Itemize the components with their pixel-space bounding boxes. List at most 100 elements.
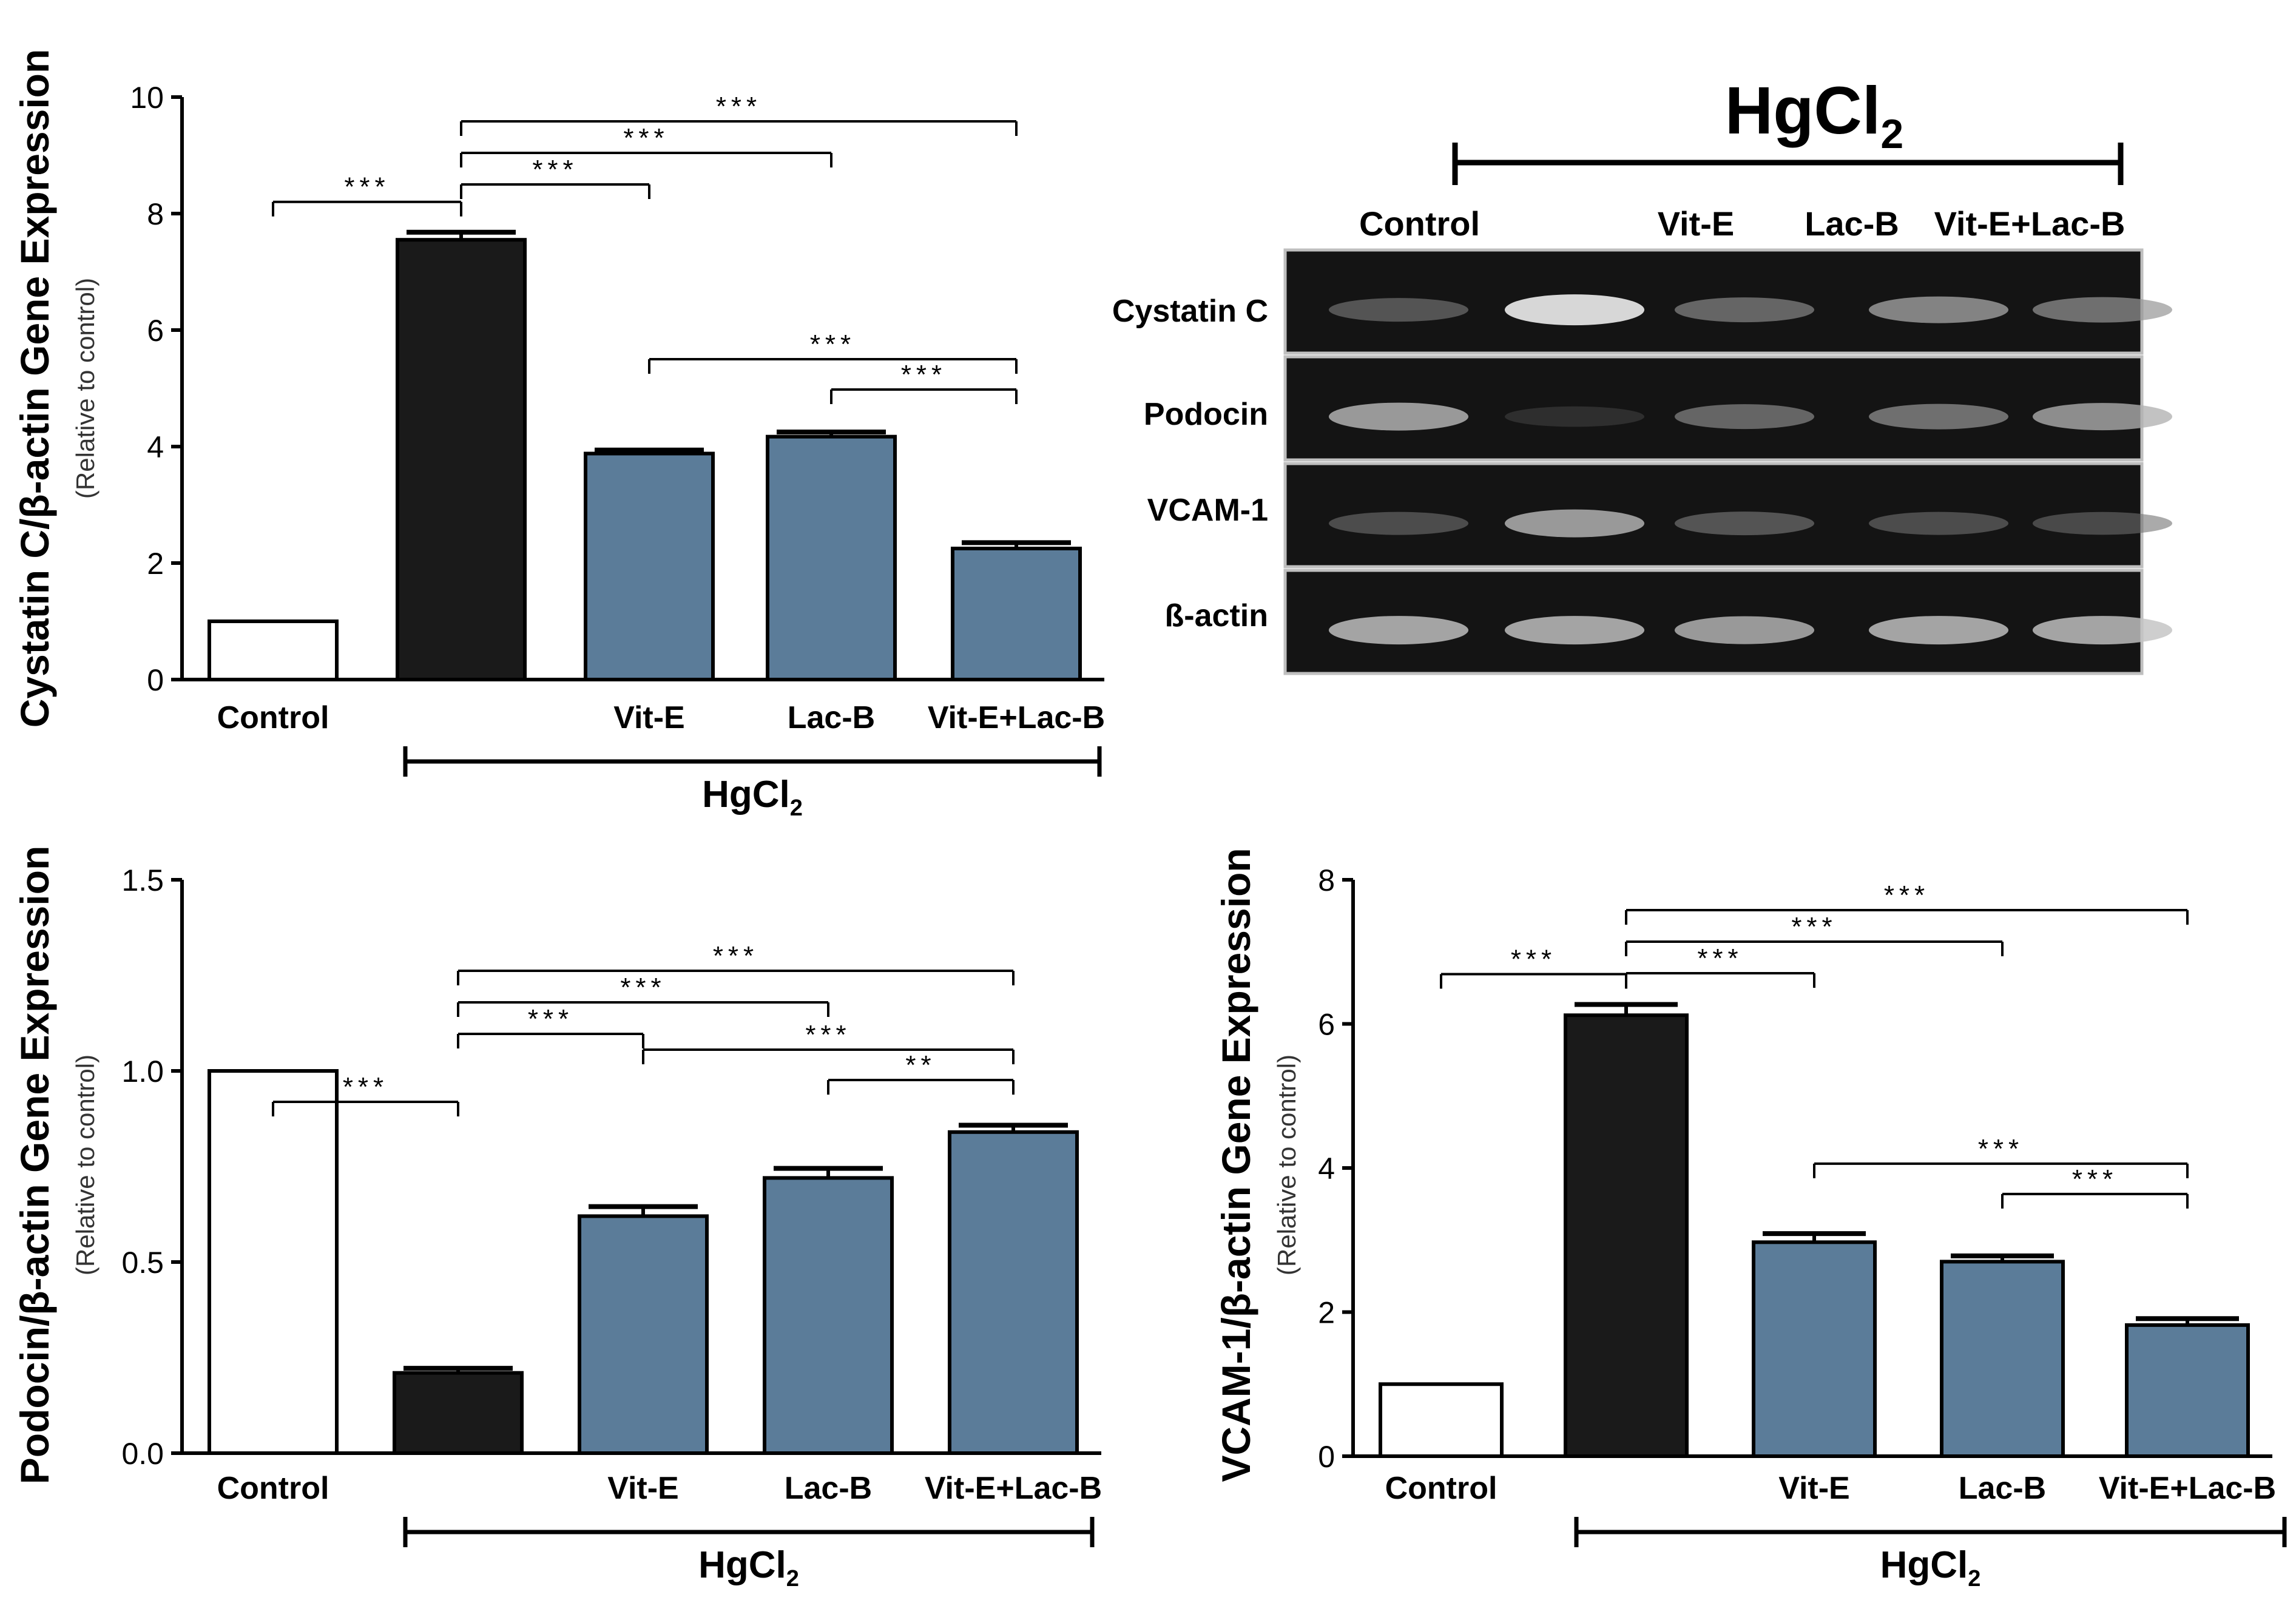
- y-tick-label: 4: [147, 430, 164, 464]
- y-tick-label: 2: [147, 547, 164, 581]
- y-tick-label: 4: [1318, 1152, 1335, 1186]
- group-label-subscript: 2: [1968, 1566, 1980, 1592]
- group-label-main: HgCl: [1880, 1544, 1968, 1586]
- gel-lane-label: Lac-B: [1805, 204, 1899, 243]
- y-axis-title: Cystatin C/β-actin Gene Expression: [12, 49, 57, 728]
- gel-band: [1869, 511, 2008, 535]
- bar: [1940, 1260, 2065, 1458]
- cystatin-c-chart: 0 2 4 6 8 10 Cystatin C/β-actin Gene Expressio…: [12, 49, 1105, 821]
- y-tick-label: 0: [147, 663, 164, 697]
- x-tick-label: Lac-B: [788, 700, 875, 735]
- x-tick-label: Vit-E: [1778, 1471, 1850, 1506]
- y-axis-subtitle: (Relative to control): [1272, 1055, 1301, 1275]
- gel-band: [2033, 403, 2172, 431]
- group-label: HgCl2: [698, 1544, 799, 1592]
- x-tick-label: Control: [217, 1471, 329, 1506]
- bar: [396, 238, 527, 681]
- gel-band: [1329, 402, 1468, 431]
- gel-band: [1329, 616, 1468, 645]
- bar: [2125, 1323, 2250, 1458]
- gel-row-label: Podocin: [1144, 397, 1268, 432]
- bar: [393, 1371, 524, 1455]
- x-tick-label: Vit-E: [607, 1471, 679, 1506]
- gel-row-label: Cystatin C: [1112, 294, 1268, 329]
- y-tick-label: 1.5: [121, 863, 164, 897]
- significance-label: ***: [805, 1020, 851, 1050]
- y-axis-subtitle: (Relative to control): [71, 1055, 100, 1275]
- y-tick-label: 10: [130, 81, 164, 115]
- gel-band: [1675, 511, 1814, 536]
- y-tick-label: 8: [1318, 863, 1335, 897]
- significance-label: ***: [1791, 912, 1837, 942]
- vcam-1-chart: 0 2 4 6 8 VCAM-1/β-actin Gene Expression (Rela…: [1214, 848, 2287, 1592]
- group-label-subscript: 2: [790, 795, 803, 821]
- y-tick-label: 8: [147, 197, 164, 231]
- gel-row-label: VCAM-1: [1147, 493, 1268, 528]
- bar: [766, 434, 897, 681]
- x-tick-label: Lac-B: [785, 1471, 872, 1506]
- significance-label: ***: [810, 329, 856, 359]
- gel-band: [1505, 616, 1644, 645]
- x-tick-label: Vit-E+Lac-B: [2099, 1471, 2276, 1506]
- bar: [584, 451, 715, 682]
- y-tick-label: 6: [147, 314, 164, 348]
- group-label: HgCl2: [702, 774, 803, 821]
- y-axis-title: VCAM-1/β-actin Gene Expression: [1214, 848, 1258, 1482]
- significance-label: ***: [713, 941, 758, 971]
- y-tick-label: 0: [1318, 1440, 1335, 1474]
- bar: [763, 1176, 894, 1456]
- gel-electrophoresis-panel: HgCl2 Control Vit-E Lac-B Vit-E+Lac-B Cystati…: [1112, 73, 2172, 675]
- bar: [948, 1130, 1079, 1456]
- gel-band: [1505, 509, 1644, 538]
- bar: [578, 1214, 709, 1456]
- bar: [1752, 1240, 1877, 1458]
- y-tick-label: 2: [1318, 1296, 1335, 1330]
- significance-label: ***: [532, 155, 578, 184]
- significance-label: ***: [1884, 880, 1930, 910]
- y-tick-label: 1.0: [121, 1055, 164, 1089]
- bar: [208, 619, 339, 681]
- y-axis-subtitle: (Relative to control): [71, 278, 100, 499]
- gel-band: [2033, 511, 2172, 535]
- gel-band: [1329, 511, 1468, 535]
- significance-label: ***: [1978, 1134, 2024, 1164]
- group-label-main: HgCl: [702, 774, 790, 815]
- gel-lane-label: Vit-E+Lac-B: [1934, 204, 2125, 243]
- gel-band: [1505, 294, 1644, 326]
- gel-band: [1675, 297, 1814, 323]
- significance-label: **: [905, 1050, 936, 1080]
- gel-title-subscript: 2: [1880, 111, 1903, 157]
- x-tick-label: Vit-E: [613, 700, 685, 735]
- x-tick-label: Vit-E+Lac-B: [925, 1471, 1102, 1506]
- gel-row-label: ß-actin: [1165, 598, 1268, 633]
- podocin-chart: 0.0 0.5 1.0 1.5 Podocin/β-actin Gene Express…: [12, 846, 1102, 1592]
- gel-band: [1505, 406, 1644, 427]
- significance-label: ***: [528, 1004, 573, 1034]
- x-tick-label: Lac-B: [1959, 1471, 2046, 1506]
- group-label-subscript: 2: [786, 1566, 799, 1592]
- significance-label: ***: [2072, 1164, 2118, 1194]
- gel-band: [2033, 297, 2172, 323]
- significance-label: ***: [1511, 944, 1556, 974]
- x-tick-label: Control: [1385, 1471, 1497, 1506]
- group-label: HgCl2: [1880, 1544, 1981, 1592]
- x-tick-label: Control: [217, 700, 329, 735]
- significance-label: ***: [716, 92, 761, 121]
- gel-band: [1329, 298, 1468, 322]
- significance-label: ***: [901, 360, 947, 390]
- bar: [208, 1069, 339, 1455]
- y-tick-label: 0.5: [121, 1246, 164, 1280]
- y-axis-title: Podocin/β-actin Gene Expression: [12, 846, 57, 1485]
- significance-label: ***: [343, 1072, 388, 1102]
- significance-label: ***: [623, 123, 669, 153]
- bar: [951, 547, 1082, 681]
- gel-title: HgCl2: [1725, 73, 1903, 157]
- gel-band: [1869, 616, 2008, 645]
- gel-band: [2033, 616, 2172, 645]
- bar: [1564, 1013, 1689, 1458]
- gel-band: [1675, 616, 1814, 644]
- gel-lane-label: Vit-E: [1658, 204, 1735, 243]
- gel-title-main: HgCl: [1725, 73, 1881, 148]
- y-tick-label: 6: [1318, 1008, 1335, 1042]
- gel-band: [1869, 403, 2008, 430]
